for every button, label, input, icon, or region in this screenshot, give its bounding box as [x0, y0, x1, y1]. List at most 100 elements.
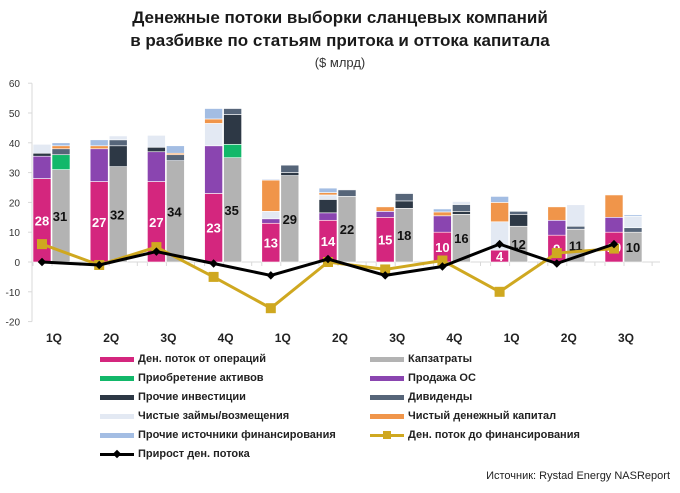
outflow-bar-segment-other-investments: [280, 172, 300, 176]
outflow-bar-segment-other-financing: [51, 142, 71, 147]
x-tick-labels-group: 1Q 2Q 3Q 4Q 1Q 2Q 3Q 4Q 1Q 2Q 3Q: [46, 331, 634, 345]
net-change-marker: [438, 262, 447, 271]
capex-value-label: 31: [53, 209, 67, 224]
inflow-bar-segment-net-equity: [318, 192, 338, 196]
inflow-bar-segment-other-financing: [318, 187, 338, 193]
outflow-bar-segment-net-borrowing: [108, 135, 128, 141]
outflow-bar-segment-net-borrowing: [566, 204, 586, 227]
inflow-bar-segment-net-equity: [547, 206, 567, 221]
net-change-marker: [552, 259, 562, 268]
outflow-bar-segment-dividends: [509, 211, 528, 215]
legend-label: Прочие источники финансирования: [138, 429, 336, 441]
inflow-bar-segment-net-equity: [261, 179, 281, 212]
legend-item-capex: Капзатраты: [370, 350, 472, 368]
inflow-bar-segment-asset-sales: [204, 145, 223, 194]
legend-swatch: [370, 394, 404, 400]
y-tick-label: 40: [9, 139, 21, 150]
y-tick-label: 10: [9, 228, 21, 239]
x-tick-label: 1Q: [275, 331, 291, 345]
inflow-bar-segment-asset-sales: [32, 155, 52, 179]
inflow-bar-segment-other-financing: [261, 178, 281, 181]
operations-value-label: 10: [435, 240, 449, 255]
legend-swatch: [100, 375, 134, 381]
chart-plot-area: 60 50 40 30 20 10 0 -10 -20 28 31 27 32 27 34 23 35 13 29…: [6, 79, 660, 345]
legend-label: Прочие инвестиции: [138, 391, 246, 403]
legend-label: Продажа ОС: [408, 372, 476, 384]
legend-swatch: [100, 394, 134, 400]
net-change-marker: [266, 271, 276, 280]
outflow-bar-segment-dividends: [166, 154, 185, 161]
y-tick-label: 60: [9, 79, 21, 90]
net-change-marker: [152, 247, 161, 256]
legend-line-swatch: [100, 449, 134, 458]
x-tick-label: 4Q: [446, 331, 462, 345]
operations-value-label: 27: [92, 215, 106, 230]
y-tick-label: -20: [6, 318, 21, 329]
inflow-bar-segment-net-borrowing: [147, 135, 166, 148]
operations-value-label: 4: [496, 249, 504, 264]
operations-value-label: 27: [149, 215, 163, 230]
inflow-bar-segment-net-equity: [204, 118, 223, 124]
chart-title-line1: Денежные потоки выборки сланцевых компан…: [132, 8, 548, 27]
legend-swatch: [100, 432, 134, 438]
capex-value-label: 35: [224, 203, 238, 218]
inflow-bar-segment-net-equity: [490, 202, 509, 223]
inflow-bar-segment-net-borrowing: [204, 123, 223, 147]
net-change-marker: [94, 260, 104, 270]
outflow-bar-segment-net-borrowing: [623, 216, 643, 229]
inflow-bar-segment-other-financing: [433, 208, 452, 213]
y-tick-label: 50: [9, 109, 21, 120]
fcf-marker: [37, 239, 47, 250]
x-tick-label: 1Q: [46, 331, 62, 345]
net-change-marker: [209, 259, 218, 268]
capex-value-label: 29: [283, 212, 297, 227]
inflow-bar-segment-net-equity: [375, 206, 395, 212]
x-tick-label: 4Q: [218, 331, 234, 345]
legend-swatch: [370, 413, 404, 419]
x-tick-label: 1Q: [504, 331, 520, 345]
x-tick-label: 2Q: [561, 331, 577, 345]
bars-group: [32, 108, 643, 263]
outflow-bar-segment-dividends: [394, 193, 414, 202]
outflow-bar-segment-dividends: [623, 227, 643, 233]
legend-label: Ден. поток от операций: [138, 353, 266, 365]
legend-label: Ден. поток до финансирования: [408, 429, 580, 441]
fcf-marker: [151, 242, 162, 253]
legend-line-swatch: [370, 430, 404, 439]
net-change-marker: [380, 271, 390, 280]
legend-swatch: [100, 356, 134, 362]
y-tick-label: -10: [6, 288, 21, 299]
legend-label: Капзатраты: [408, 353, 473, 365]
inflow-bar-segment-net-borrowing: [32, 143, 52, 154]
fcf-marker: [380, 264, 391, 275]
outflow-bar-segment-other-investments: [394, 200, 414, 209]
outflow-bar-segment-other-investments: [223, 114, 242, 145]
legend-item-other-financing: Прочие источники финансирования: [100, 426, 336, 444]
outflow-bar-segment-acquisitions: [223, 143, 242, 158]
outflow-bar-segment-dividends: [566, 225, 586, 230]
inflow-bar-segment-asset-sales: [261, 218, 281, 224]
x-tick-label: 2Q: [103, 331, 119, 345]
outflow-bar-segment-other-investments: [452, 211, 471, 215]
fcf-marker: [208, 271, 219, 282]
inflow-bar-segment-other-financing: [490, 196, 509, 203]
capex-value-label: 10: [626, 240, 640, 255]
capex-value-label: 32: [110, 207, 124, 222]
legend-label: Прирост ден. потока: [138, 448, 250, 460]
operations-value-label: 13: [264, 236, 278, 251]
fcf-marker: [437, 255, 448, 266]
capex-value-label: 22: [340, 222, 354, 237]
outflow-bar-segment-dividends: [108, 139, 128, 147]
inflow-bar-segment-asset-sales: [318, 212, 338, 221]
capex-value-label: 34: [167, 204, 182, 219]
inflow-bar-segment-asset-sales: [604, 217, 624, 233]
outflow-bar-segment-net-equity: [51, 145, 71, 150]
x-tick-label: 3Q: [618, 331, 634, 345]
capex-value-label: 16: [454, 231, 468, 246]
inflow-bar-segment-other-investments: [32, 152, 52, 157]
net-change-marker: [495, 239, 504, 249]
capex-value-label: 18: [397, 228, 411, 243]
outflow-bar-segment-other-investments: [108, 145, 128, 167]
legend-swatch: [370, 356, 404, 362]
source-note: Источник: Rystad Energy NASReport: [486, 470, 670, 482]
